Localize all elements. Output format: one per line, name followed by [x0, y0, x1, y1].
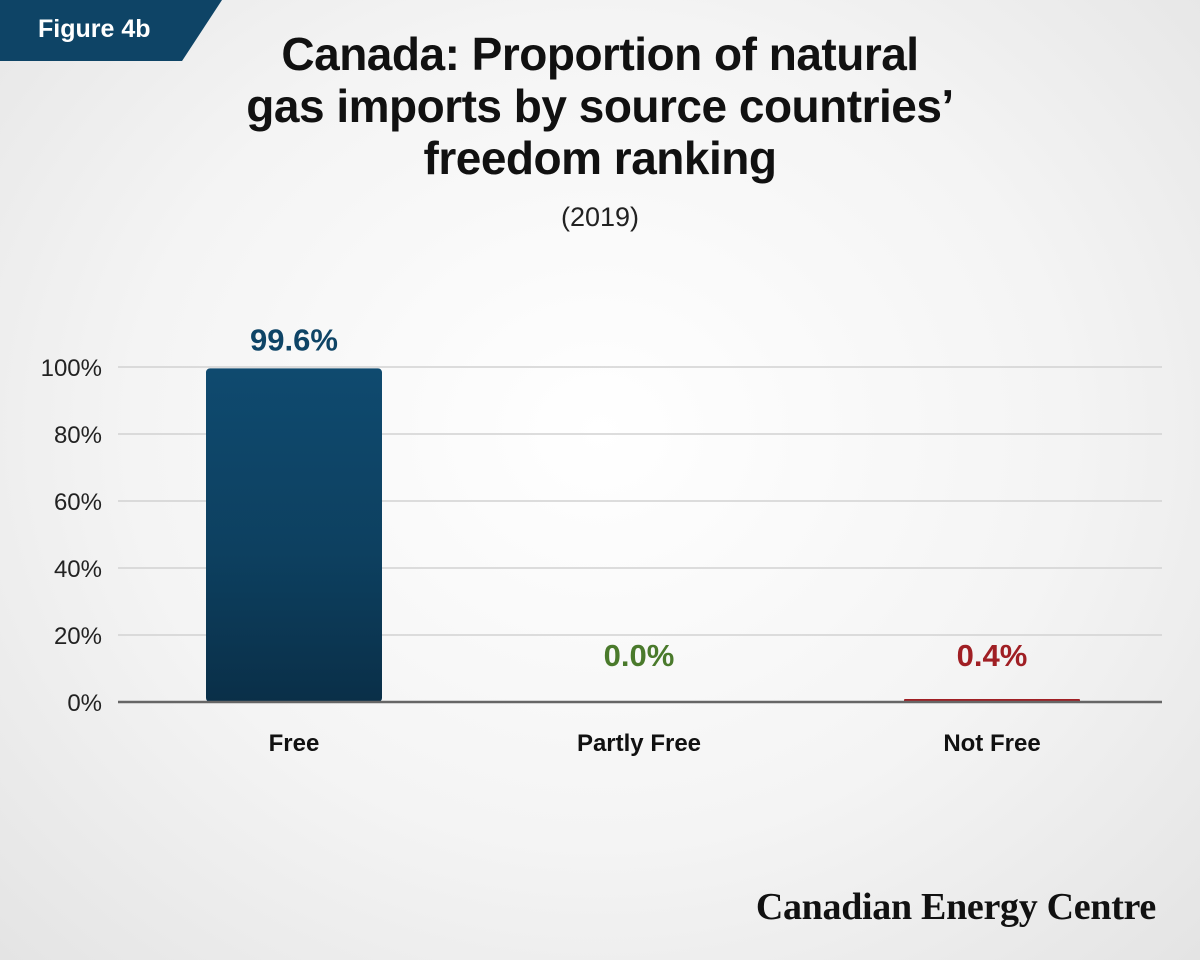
x-tick-label: Not Free: [943, 730, 1040, 757]
chart-subtitle: (2019): [560, 202, 640, 232]
chart-title: Canada: Proportion of natural gas import…: [160, 28, 1040, 184]
figure-badge-label: Figure 4b: [38, 15, 151, 43]
y-tick-label: 100%: [41, 355, 102, 382]
chart-title-line: freedom ranking: [423, 132, 777, 184]
value-labels: 99.6% 0.0% 0.4%: [250, 322, 1027, 673]
data-label: 0.4%: [957, 638, 1028, 673]
brand-logo-text: Canadian Energy Centre: [755, 886, 1156, 928]
y-tick-label: 60%: [54, 489, 102, 516]
figure-badge: [0, 0, 222, 61]
x-axis-tick-labels: Free Partly Free Not Free: [269, 730, 1041, 757]
x-tick-label: Partly Free: [577, 730, 701, 757]
x-tick-label: Free: [269, 730, 320, 757]
y-tick-label: 80%: [54, 422, 102, 449]
y-tick-label: 0%: [67, 690, 102, 717]
y-axis-tick-labels: 0% 20% 40% 60% 80% 100%: [41, 355, 102, 717]
chart-title-line: Canada: Proportion of natural: [281, 28, 919, 80]
data-label: 0.0%: [604, 638, 675, 673]
y-tick-label: 40%: [54, 556, 102, 583]
data-label: 99.6%: [250, 322, 338, 357]
bar-free: [206, 368, 382, 702]
y-tick-label: 20%: [54, 623, 102, 650]
chart-title-line: gas imports by source countries’: [246, 80, 954, 132]
